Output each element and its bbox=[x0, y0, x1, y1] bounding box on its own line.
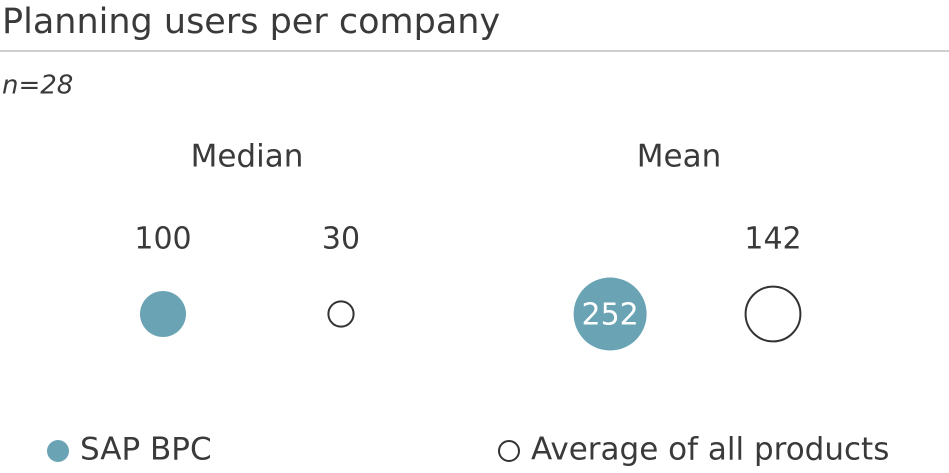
value-label: 30 bbox=[322, 222, 360, 257]
value-label: 100 bbox=[134, 222, 191, 257]
legend-label: SAP BPC bbox=[80, 432, 212, 468]
value-label: 142 bbox=[744, 222, 801, 257]
legend-marker bbox=[47, 440, 69, 462]
bubble bbox=[744, 285, 802, 343]
bubble bbox=[327, 300, 355, 328]
category-label: Median bbox=[191, 139, 304, 175]
bubble bbox=[140, 291, 186, 337]
category-label: Mean bbox=[637, 139, 721, 175]
chart-title: Planning users per company bbox=[2, 2, 500, 42]
legend-marker bbox=[498, 440, 520, 462]
chart-subtitle: n=28 bbox=[2, 71, 73, 101]
value-label: 252 bbox=[581, 298, 638, 333]
bubble bbox=[573, 277, 647, 351]
legend-label: Average of all products bbox=[531, 432, 889, 468]
